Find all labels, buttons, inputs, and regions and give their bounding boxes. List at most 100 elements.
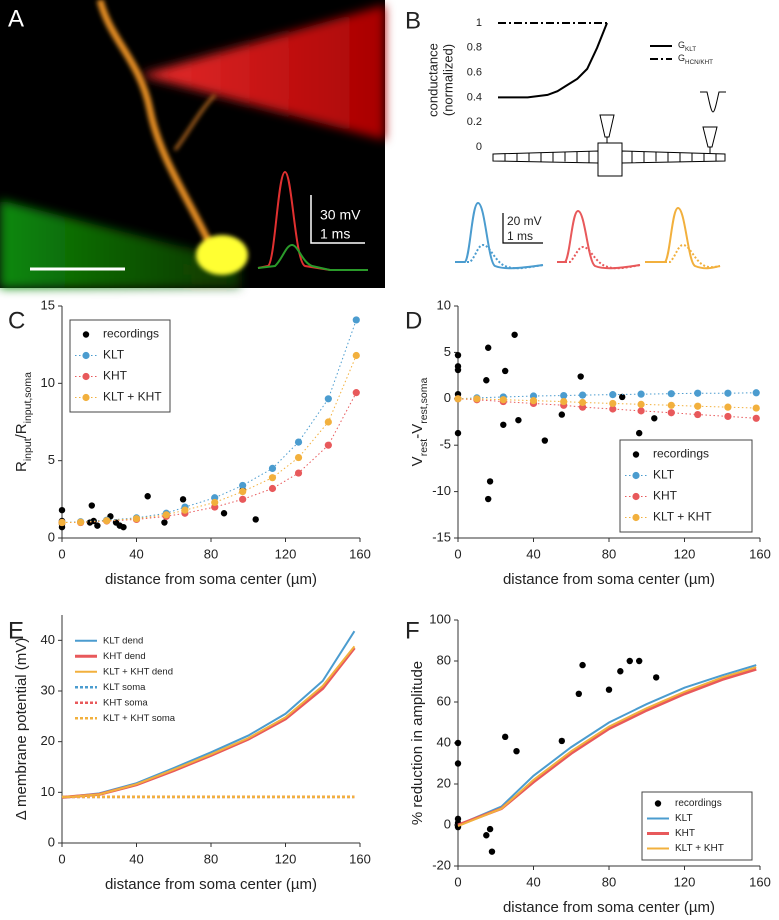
data-point [529,397,538,405]
x-tick-label: 0 [58,546,65,561]
x-tick-label: 120 [674,546,696,561]
y-tick-label: 5 [444,344,451,359]
data-point [609,405,617,413]
data-point [578,391,587,399]
data-point [485,495,492,503]
legend-symbol [632,513,640,522]
y-tick-label: -20 [432,857,451,872]
scale-label: 20 mV [507,214,542,228]
data-point [252,516,259,523]
data-point [636,657,643,665]
legend-symbol [82,351,90,360]
legend-label: KLT + KHT dend [103,666,173,677]
data-point [77,518,85,526]
data-point [94,522,101,529]
data-point [103,517,111,525]
y-axis-label: Δ membrane potential (mV) [13,638,30,821]
x-tick-label: 40 [129,546,143,561]
legend-label: recordings [103,327,159,341]
legend-label: KLT soma [103,682,146,693]
data-point [483,832,490,839]
x-axis-label: distance from soma center (µm) [105,571,317,588]
x-tick-label: 0 [58,851,65,866]
data-point [501,367,509,375]
legend-label: KLT [653,468,675,482]
data-point [499,396,507,404]
data-point [483,377,490,384]
x-axis-label: distance from soma center (µm) [503,899,715,916]
legend-label: GHCN/KHT [678,53,713,66]
legend-frame [619,439,753,533]
trace [645,243,721,269]
data-point [500,421,507,428]
subscript: input,soma [22,372,34,424]
subscript: rest,soma [418,378,430,424]
y-axis-label: % reduction in amplitude [409,661,426,825]
dendrite [96,0,219,257]
x-tick-label: 160 [349,546,371,561]
data-point [132,515,141,523]
soma-shape [597,142,623,177]
scale-label: 30 mV [320,207,361,223]
y-tick-label: 0 [444,390,451,405]
green-fill [0,200,240,288]
data-point [579,661,586,669]
legend-label: KLT dend [103,635,143,646]
data-point [486,825,494,833]
data-point [294,469,303,477]
series-line [61,355,357,524]
x-tick-label: 40 [526,546,540,561]
y-tick-label: 0.2 [467,116,482,128]
data-point [181,506,189,514]
y-tick-label: -5 [439,437,451,452]
data-point [162,511,170,519]
data-point [651,415,658,422]
label-part: V [409,456,426,466]
subscript: rest [418,439,430,457]
data-point [667,390,675,398]
series-line [458,398,757,409]
y-tick-label: 40 [41,632,55,647]
data-point [352,389,360,397]
data-point [454,429,462,437]
scale-label: 1 ms [320,226,350,242]
subscript: input [22,438,34,461]
series-line [457,398,757,419]
legend-symbol [632,451,640,458]
x-tick-label: 80 [204,546,218,561]
micrograph: 30 mV 1 ms A [0,0,385,288]
y-tick-label: 0 [444,816,451,831]
data-point [558,411,566,418]
x-tick-label: 160 [749,874,771,889]
legend-label: recordings [675,798,722,809]
data-point [667,401,675,409]
legend-label: KLT + KHT [675,843,724,854]
x-tick-label: 40 [526,874,540,889]
series-line [498,22,608,99]
data-point [626,657,633,665]
legend-label: KLT + KHT soma [103,713,176,724]
red-trace [257,170,368,271]
label-part: /R [13,423,30,438]
data-point [58,518,66,527]
red-fill [140,5,385,140]
data-point [575,690,582,697]
data-point [637,390,645,398]
series-line [457,666,757,827]
legend-symbol [82,372,90,381]
data-point [637,407,645,415]
x-axis-label: distance from soma center (µm) [503,571,715,588]
series-line [61,645,356,799]
data-point [211,498,219,507]
legend-symbol [632,492,640,501]
legend-symbol [632,471,640,480]
y-tick-label: 0.6 [467,67,482,79]
data-point [268,484,277,493]
data-point [694,402,702,410]
data-point [541,437,549,444]
data-point [577,373,584,380]
data-point [501,733,509,741]
legend-label: KLT [103,348,125,362]
data-point [239,481,247,490]
